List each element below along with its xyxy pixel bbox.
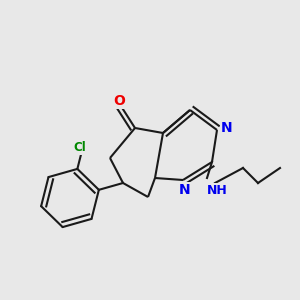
Text: NH: NH xyxy=(207,184,227,197)
Text: N: N xyxy=(179,183,191,197)
Text: N: N xyxy=(221,121,233,135)
Text: Cl: Cl xyxy=(74,141,86,154)
Text: O: O xyxy=(113,94,125,108)
